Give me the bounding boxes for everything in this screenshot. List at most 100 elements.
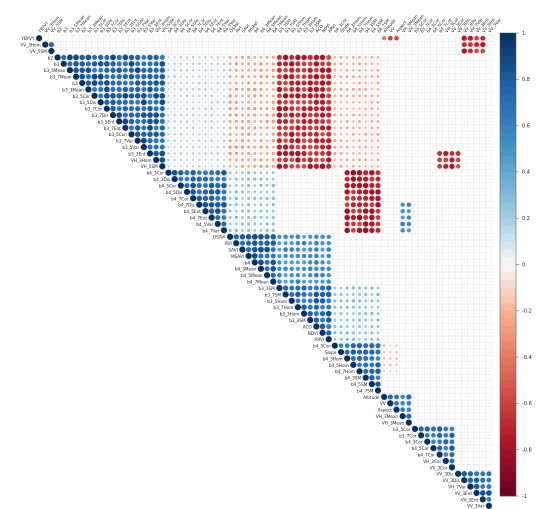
correlation-point	[345, 126, 349, 130]
correlation-point	[352, 68, 355, 72]
correlation-point	[488, 95, 490, 97]
correlation-point	[383, 312, 385, 315]
correlation-point	[356, 189, 363, 195]
correlation-point	[167, 75, 170, 78]
correlation-point	[147, 73, 153, 80]
correlation-point	[359, 37, 360, 39]
correlation-point	[313, 54, 320, 61]
correlation-point	[295, 86, 301, 93]
grid-cell	[387, 194, 394, 202]
correlation-point	[328, 217, 330, 218]
grid-cell	[405, 130, 413, 138]
correlation-point	[291, 172, 293, 174]
correlation-point	[283, 80, 288, 86]
correlation-point	[402, 165, 404, 167]
grid-cell	[325, 34, 332, 42]
correlation-point	[79, 73, 86, 80]
correlation-point	[216, 81, 220, 85]
correlation-point	[222, 152, 226, 155]
correlation-point	[439, 76, 441, 78]
correlation-point	[451, 76, 453, 78]
correlation-point	[482, 185, 484, 186]
correlation-point	[291, 44, 293, 46]
correlation-point	[364, 292, 368, 297]
correlation-point	[377, 236, 379, 238]
correlation-point	[371, 44, 373, 46]
grid-cell	[387, 79, 394, 87]
correlation-point	[344, 170, 350, 176]
correlation-point	[364, 120, 367, 123]
grid-cell	[331, 258, 339, 266]
correlation-point	[432, 172, 434, 174]
correlation-point	[159, 80, 166, 86]
correlation-point	[210, 62, 213, 66]
grid-cell	[430, 66, 437, 74]
correlation-point	[209, 176, 215, 182]
diagonal-point	[239, 246, 246, 253]
diagonal-point	[36, 35, 43, 42]
correlation-point	[346, 50, 348, 52]
correlation-point	[432, 159, 435, 161]
correlation-point	[328, 172, 330, 174]
correlation-point	[278, 191, 281, 193]
correlation-point	[253, 196, 257, 200]
correlation-point	[389, 159, 391, 161]
correlation-point	[370, 88, 374, 91]
correlation-point	[463, 210, 465, 212]
correlation-point	[345, 145, 349, 149]
correlation-point	[301, 54, 307, 61]
correlation-point	[358, 87, 362, 91]
correlation-point	[265, 107, 269, 111]
correlation-point	[426, 319, 428, 321]
correlation-point	[128, 125, 135, 131]
correlation-point	[389, 172, 391, 174]
correlation-point	[302, 260, 307, 265]
correlation-point	[476, 140, 478, 142]
correlation-point	[283, 67, 288, 73]
correlation-point	[56, 43, 59, 46]
correlation-point	[295, 137, 301, 144]
grid-cell	[479, 284, 487, 292]
correlation-point	[463, 197, 465, 199]
correlation-point	[307, 131, 313, 137]
correlation-point	[314, 279, 319, 284]
correlation-point	[358, 145, 361, 149]
correlation-point	[191, 139, 195, 142]
correlation-point	[192, 37, 194, 39]
correlation-point	[426, 268, 428, 270]
correlation-point	[122, 112, 128, 118]
correlation-point	[414, 306, 416, 308]
correlation-point	[153, 80, 159, 86]
grid-cell	[442, 297, 450, 305]
grid-cell	[454, 105, 462, 113]
correlation-point	[265, 100, 269, 104]
correlation-point	[222, 158, 226, 162]
correlation-point	[234, 145, 238, 149]
correlation-point	[401, 133, 404, 135]
correlation-point	[185, 88, 189, 91]
correlation-point	[326, 266, 331, 272]
correlation-point	[301, 61, 307, 67]
correlation-point	[326, 240, 331, 246]
correlation-point	[340, 191, 342, 193]
correlation-point	[110, 105, 116, 112]
correlation-point	[184, 182, 190, 189]
correlation-point	[234, 87, 238, 92]
correlation-point	[451, 242, 453, 244]
correlation-point	[352, 139, 355, 142]
correlation-point	[470, 197, 471, 199]
correlation-point	[173, 94, 176, 98]
correlation-point	[439, 204, 441, 206]
correlation-point	[295, 106, 301, 112]
correlation-point	[432, 248, 435, 251]
correlation-point	[289, 112, 295, 118]
correlation-point	[432, 146, 435, 148]
correlation-point	[470, 153, 471, 154]
correlation-point	[364, 43, 367, 46]
correlation-point	[408, 82, 410, 84]
correlation-point	[339, 312, 343, 316]
correlation-point	[122, 67, 128, 73]
correlation-point	[451, 223, 453, 225]
correlation-point	[475, 82, 478, 84]
correlation-point	[278, 44, 280, 46]
